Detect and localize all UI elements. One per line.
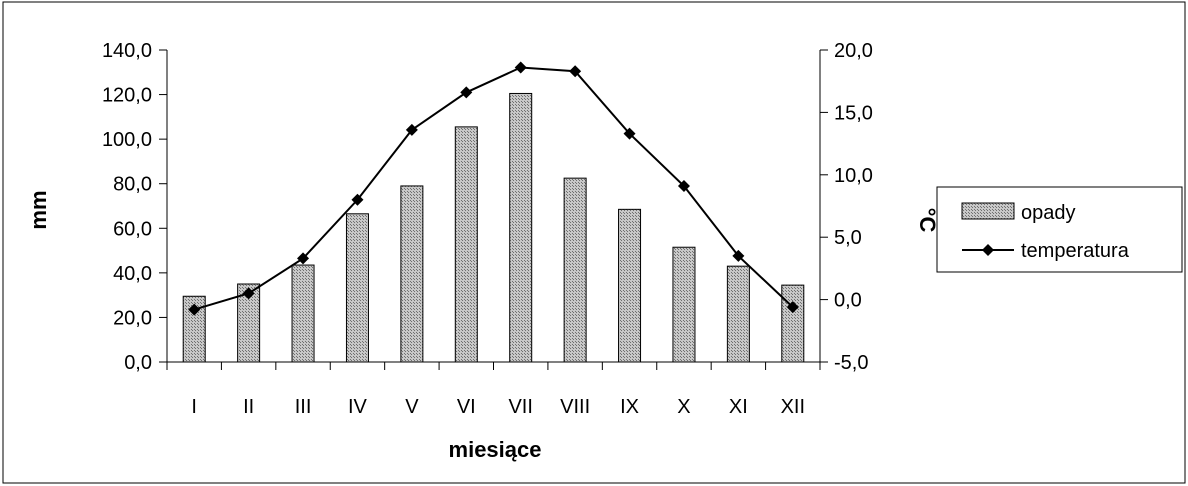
legend-label-temperature: temperatura bbox=[1021, 240, 1130, 262]
x-tick-label: X bbox=[677, 396, 690, 418]
temperature-point-VII bbox=[514, 61, 527, 74]
left-tick-label: 140,0 bbox=[102, 40, 152, 62]
y2-axis-title: °C bbox=[915, 208, 940, 233]
precipitation-bars bbox=[182, 92, 805, 363]
right-tick-label: 20,0 bbox=[834, 40, 873, 62]
x-tick-label: XII bbox=[781, 396, 805, 418]
x-axis-title: miesiące bbox=[449, 437, 542, 462]
temperature-point-I bbox=[188, 303, 201, 316]
bar-VII bbox=[509, 92, 533, 363]
legend: opady temperatura bbox=[936, 186, 1183, 273]
left-tick-label: 60,0 bbox=[113, 218, 152, 240]
temperature-point-VI bbox=[460, 86, 473, 99]
temperature-point-IV bbox=[351, 193, 364, 206]
x-tick-label: II bbox=[243, 396, 254, 418]
bar-V bbox=[400, 185, 424, 363]
temperature-point-VIII bbox=[569, 65, 582, 78]
bar-X bbox=[672, 246, 696, 363]
right-tick-label: 5,0 bbox=[834, 227, 862, 249]
x-tick-label: III bbox=[295, 396, 312, 418]
temperature-point-V bbox=[405, 123, 418, 136]
right-tick-label: -5,0 bbox=[834, 352, 868, 374]
bar-XII bbox=[781, 284, 805, 363]
temperature-line bbox=[193, 66, 794, 311]
left-tick-label: 120,0 bbox=[102, 85, 152, 107]
left-tick-label: 20,0 bbox=[113, 307, 152, 329]
bar-VI bbox=[454, 126, 478, 363]
x-tick-label: VI bbox=[457, 396, 476, 418]
bar-IX bbox=[618, 208, 642, 363]
y-axis-title: mm bbox=[26, 190, 51, 229]
temperature-point-II bbox=[242, 287, 255, 300]
legend-bar-swatch bbox=[961, 202, 1015, 220]
temperature-line-layer bbox=[188, 61, 799, 316]
x-tick-label: VIII bbox=[560, 396, 590, 418]
x-tick-label: IX bbox=[620, 396, 639, 418]
right-tick-label: 10,0 bbox=[834, 165, 873, 187]
temperature-point-III bbox=[297, 252, 310, 265]
temperature-point-X bbox=[677, 180, 690, 193]
bar-III bbox=[291, 264, 315, 363]
left-tick-label: 80,0 bbox=[113, 174, 152, 196]
bar-VIII bbox=[563, 177, 587, 363]
left-y-axis: 0,0 20,0 40,0 60,0 80,0 100,0 120,0 140,0 bbox=[102, 40, 168, 374]
x-tick-label: I bbox=[191, 396, 197, 418]
left-tick-label: 0,0 bbox=[124, 352, 152, 374]
right-tick-label: 15,0 bbox=[834, 102, 873, 124]
legend-marker-swatch bbox=[982, 244, 994, 256]
x-tick-label: IV bbox=[348, 396, 368, 418]
x-tick-label: V bbox=[405, 396, 419, 418]
x-tick-label: VII bbox=[508, 396, 532, 418]
x-axis: I II III IV V VI VII VIII IX X XI XII bbox=[166, 361, 821, 418]
temperature-point-XI bbox=[732, 249, 745, 262]
x-tick-label: XI bbox=[729, 396, 748, 418]
temperature-point-XII bbox=[786, 301, 799, 314]
left-tick-label: 40,0 bbox=[113, 263, 152, 285]
bar-IV bbox=[345, 213, 369, 363]
legend-label-precipitation: opady bbox=[1021, 202, 1076, 224]
right-tick-label: 0,0 bbox=[834, 290, 862, 312]
bar-XI bbox=[726, 265, 750, 363]
left-tick-label: 100,0 bbox=[102, 129, 152, 151]
temperature-point-IX bbox=[623, 127, 636, 140]
legend-box bbox=[936, 186, 1183, 273]
right-y-axis: -5,0 0,0 5,0 10,0 15,0 20,0 bbox=[819, 40, 873, 374]
